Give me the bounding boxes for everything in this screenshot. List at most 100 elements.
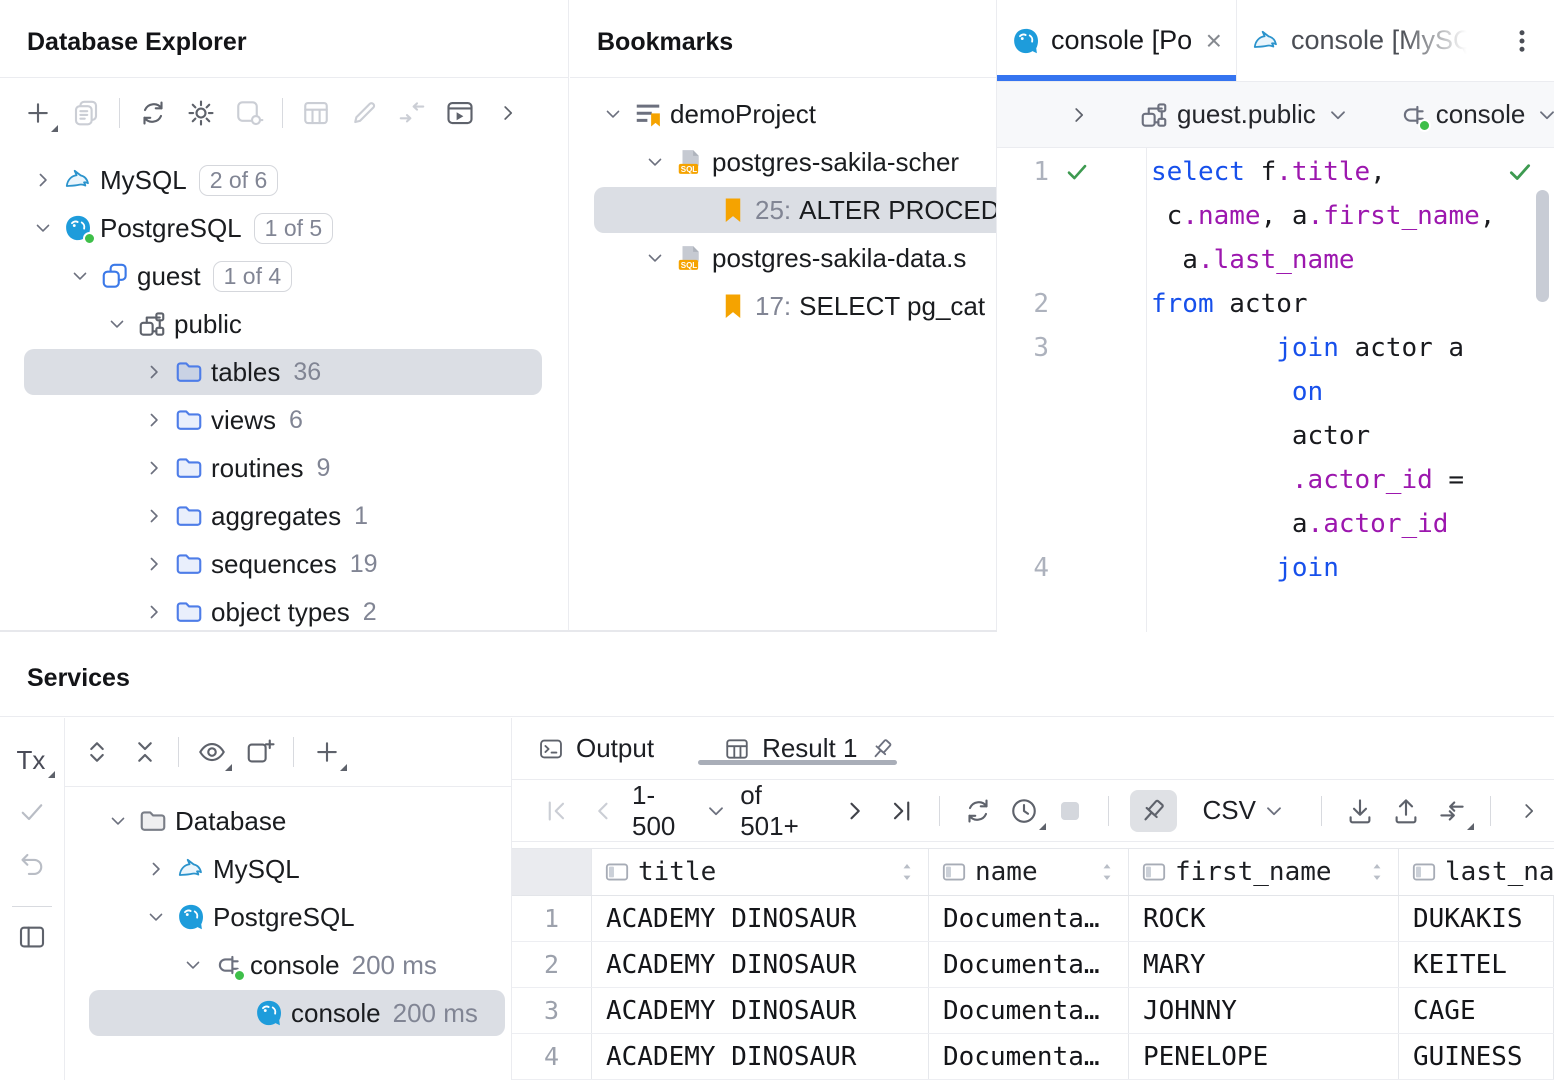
service-item-postgresql[interactable]: PostgreSQL [65,893,511,941]
previous-page-button[interactable] [586,796,620,826]
editor-code-area[interactable]: 1 2 3 4 select f .title, c .na [997,148,1554,632]
open-in-new-tab-button[interactable] [236,730,284,774]
cell-last-name[interactable]: KEITEL [1399,942,1554,987]
tree-item-mysql[interactable]: MySQL 2 of 6 [0,156,568,204]
chevron-down-icon[interactable] [67,263,93,289]
cell-title[interactable]: ACADEMY DINOSAUR [592,942,929,987]
tree-item-guest-database[interactable]: guest 1 of 4 [0,252,568,300]
jump-to-console-button[interactable] [388,91,436,135]
cell-title[interactable]: ACADEMY DINOSAUR [592,1034,929,1079]
tab-output[interactable]: Output [538,733,654,764]
preview-button[interactable] [188,730,236,774]
cell-first-name[interactable]: MARY [1129,942,1399,987]
tab-result-1[interactable]: Result 1 [698,733,898,765]
cell-last-name[interactable]: GUINESS [1399,1034,1554,1079]
schema-switcher[interactable]: guest.public [1139,99,1350,130]
editor-scrollbar[interactable] [1536,190,1549,302]
close-icon[interactable]: × [1205,24,1222,56]
sort-icon[interactable] [1364,859,1390,885]
more-toolbar-button[interactable] [1512,799,1546,823]
row-number[interactable]: 3 [512,988,592,1033]
cell-name[interactable]: Documenta… [929,896,1129,941]
chevron-down-icon[interactable] [104,311,130,337]
collapse-all-button[interactable] [121,730,169,774]
disconnect-button[interactable] [225,91,273,135]
cell-first-name[interactable]: PENELOPE [1129,1034,1399,1079]
editor-options-button[interactable] [1490,0,1554,81]
bookmark-item-line-17[interactable]: 17: SELECT pg_cat [570,282,996,330]
session-switcher[interactable]: console [1398,99,1554,132]
chevron-down-icon[interactable] [143,904,169,930]
tree-item-tables[interactable]: tables 36 [0,348,568,396]
execution-history-button[interactable] [1007,796,1046,830]
column-header-title[interactable]: title [592,849,929,895]
page-size-dropdown[interactable]: 1-500 [632,780,728,842]
rollback-undo-icon[interactable] [17,848,47,880]
export-button[interactable] [1389,796,1423,826]
stop-button[interactable] [1053,796,1087,826]
cell-last-name[interactable]: CAGE [1399,988,1554,1033]
export-format-dropdown[interactable]: CSV [1203,795,1286,826]
cell-first-name[interactable]: JOHNNY [1129,988,1399,1033]
column-header-last-name[interactable]: last_name [1399,849,1554,895]
chevron-down-icon[interactable] [30,215,56,241]
chevron-down-icon[interactable] [600,101,626,127]
tree-item-routines[interactable]: routines 9 [0,444,568,492]
cell-name[interactable]: Documenta… [929,942,1129,987]
bookmark-file-schema-sql[interactable]: postgres-sakila-scher [570,138,996,186]
cell-name[interactable]: Documenta… [929,988,1129,1033]
tree-item-postgresql[interactable]: PostgreSQL 1 of 5 [0,204,568,252]
row-number[interactable]: 1 [512,896,592,941]
edit-button[interactable] [340,91,388,135]
expand-all-button[interactable] [73,730,121,774]
cell-title[interactable]: ACADEMY DINOSAUR [592,896,929,941]
column-header-name[interactable]: name [929,849,1129,895]
chevron-right-icon[interactable] [141,551,167,577]
chevron-right-icon[interactable] [30,167,56,193]
cell-name[interactable]: Documenta… [929,1034,1129,1079]
import-button[interactable] [1343,796,1377,826]
pin-icon[interactable] [869,736,895,762]
pin-tab-toggle[interactable] [1129,789,1177,832]
bookmark-item-line-25[interactable]: 25: ALTER PROCED [570,186,996,234]
transfer-data-button[interactable] [1435,796,1474,830]
tree-item-object-types[interactable]: object types 2 [0,588,568,630]
cell-first-name[interactable]: ROCK [1129,896,1399,941]
sort-icon[interactable] [1094,859,1120,885]
service-item-console-session[interactable]: console 200 ms [65,941,511,989]
last-page-button[interactable] [884,796,918,826]
tree-item-views[interactable]: views 6 [0,396,568,444]
chevron-right-icon[interactable] [143,856,169,882]
service-item-database[interactable]: Database [65,797,511,845]
cell-last-name[interactable]: DUKAKIS [1399,896,1554,941]
query-console-button[interactable] [436,91,484,135]
service-item-mysql[interactable]: MySQL [65,845,511,893]
refresh-button[interactable] [129,91,177,135]
chevron-down-icon[interactable] [105,808,131,834]
tab-console-postgres[interactable]: console [Po × [997,0,1237,81]
sort-icon[interactable] [894,859,920,885]
chevron-right-icon[interactable] [141,359,167,385]
more-toolbar-button[interactable] [484,91,532,135]
duplicate-button[interactable] [62,91,110,135]
tree-item-sequences[interactable]: sequences 19 [0,540,568,588]
service-item-console-result[interactable]: console 200 ms [65,989,511,1037]
transaction-mode-button[interactable]: Tx [16,744,56,778]
row-number[interactable]: 2 [512,942,592,987]
chevron-right-icon[interactable] [141,503,167,529]
add-service-button[interactable] [303,730,351,774]
corner-header-cell[interactable] [512,849,592,895]
cell-title[interactable]: ACADEMY DINOSAUR [592,988,929,1033]
add-data-source-button[interactable] [14,91,62,135]
chevron-right-icon[interactable] [1067,103,1091,127]
commit-check-icon[interactable] [17,796,47,828]
chevron-down-icon[interactable] [180,952,206,978]
chevron-right-icon[interactable] [141,407,167,433]
chevron-down-icon[interactable] [642,149,668,175]
chevron-right-icon[interactable] [141,599,167,625]
bookmark-group-demoproject[interactable]: demoProject [570,90,996,138]
bookmark-file-data-sql[interactable]: postgres-sakila-data.s [570,234,996,282]
tree-item-aggregates[interactable]: aggregates 1 [0,492,568,540]
data-source-properties-button[interactable] [177,91,225,135]
tab-console-mysql[interactable]: console [MySQ [1237,0,1490,81]
